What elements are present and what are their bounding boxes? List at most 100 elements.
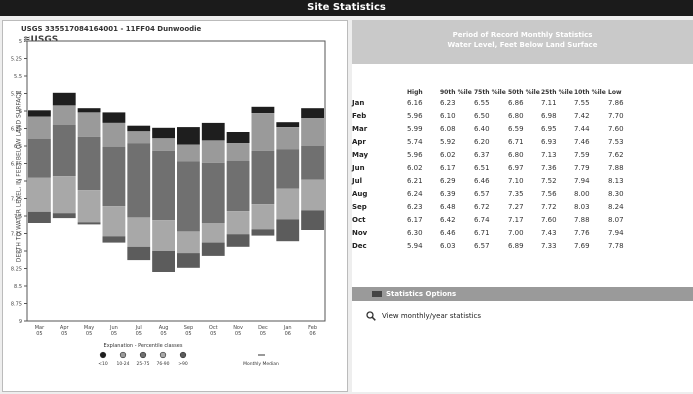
month-header [352, 72, 407, 96]
band-below-10 [177, 253, 200, 268]
month-cell: Nov [352, 228, 368, 237]
value-cell: 6.93 [541, 137, 557, 146]
value-cell: 6.02 [407, 163, 423, 172]
value-cell: 6.46 [440, 228, 456, 237]
value-cell: 6.16 [407, 98, 423, 107]
y-tick-label: 7.25 [11, 197, 22, 203]
value-cell: 6.40 [474, 124, 490, 133]
hydrograph-panel: USGS 335517084164001 - 11FF04 Dunwoodie … [2, 20, 348, 392]
value-cell: 6.95 [541, 124, 557, 133]
value-cell: 6.97 [508, 163, 524, 172]
value-cell: 7.11 [541, 98, 557, 107]
value-cell: 6.57 [474, 241, 490, 250]
band-below-10 [127, 246, 151, 261]
plot-area [26, 40, 326, 322]
percentile-chart: 5 5.25 5.5 5.75 6 6.25 6.5 6.75 7 7.25 7.5 7.75 8 8.2… [11, 39, 326, 367]
table-row: Dec 5.94 6.03 6.57 6.89 7.33 7.69 7.78 [352, 239, 653, 252]
band-above-90 [28, 110, 51, 117]
x-tick-year: 05 [260, 331, 266, 337]
statistics-panel: Period of Record Monthly Statistics Wate… [352, 20, 693, 392]
value-cell: 6.59 [508, 124, 524, 133]
value-cell: 7.78 [608, 241, 624, 250]
collapse-icon [372, 291, 382, 297]
y-tick-label: 6.5 [14, 144, 22, 150]
x-tick-label: Nov [233, 325, 243, 331]
table-row: Nov 6.30 6.46 6.71 7.00 7.43 7.76 7.94 [352, 226, 653, 239]
value-cell: 6.86 [508, 98, 524, 107]
value-cell: 6.24 [407, 189, 423, 198]
value-cell: 7.10 [508, 176, 524, 185]
value-cell: 6.29 [440, 176, 456, 185]
column-header: 75th %ile [474, 89, 506, 96]
month-cell: Feb [352, 111, 367, 120]
value-cell: 6.80 [508, 150, 524, 159]
column-header: 50th %ile [508, 89, 540, 96]
band-10-24 [251, 204, 275, 230]
legend-class-label: 76-90 [156, 361, 169, 367]
table-header-row: High 90th %ile 75th %ile 50th %ile 25th … [352, 72, 653, 96]
band-25-75 [251, 150, 275, 205]
magnifier-icon [366, 311, 376, 321]
band-10-24 [77, 190, 101, 223]
statistics-options-header[interactable]: Statistics Options [352, 287, 693, 301]
band-25-75 [226, 160, 250, 212]
month-cell: Sep [352, 202, 367, 211]
statistics-options-title: Statistics Options [386, 290, 457, 298]
value-cell: 7.69 [574, 241, 590, 250]
band-10-24 [177, 231, 200, 254]
value-cell: 5.74 [407, 137, 423, 146]
band-above-90 [102, 112, 126, 123]
month-cell: Dec [352, 241, 367, 250]
value-cell: 6.80 [508, 111, 524, 120]
legend-marker [119, 351, 127, 359]
y-tick-label: 5 [19, 39, 22, 45]
x-tick-label: Jun [109, 325, 118, 331]
value-cell: 7.44 [574, 124, 590, 133]
table-row: Jan 6.16 6.23 6.55 6.86 7.11 7.55 7.86 [352, 96, 653, 109]
legend-class-label: >90 [178, 361, 188, 367]
value-cell: 6.20 [474, 137, 490, 146]
x-tick-year: 05 [61, 331, 67, 337]
y-tick-label: 6.25 [11, 127, 22, 133]
value-cell: 7.59 [574, 150, 590, 159]
value-cell: 6.46 [474, 176, 490, 185]
value-cell: 5.96 [407, 150, 423, 159]
legend-title: Explanation - Percentile classes [104, 343, 183, 349]
table-row: May 5.96 6.02 6.37 6.80 7.13 7.59 7.62 [352, 148, 653, 161]
month-cell: Oct [352, 215, 366, 224]
table-heading: Period of Record Monthly Statistics Wate… [352, 20, 693, 64]
value-cell: 6.03 [440, 241, 456, 250]
legend-marker [159, 351, 167, 359]
value-cell: 6.48 [440, 202, 456, 211]
band-76-90 [127, 131, 151, 144]
value-cell: 7.94 [574, 176, 590, 185]
value-cell: 8.13 [608, 176, 624, 185]
table-row: Aug 6.24 6.39 6.57 7.35 7.56 8.00 8.30 [352, 187, 653, 200]
value-cell: 6.51 [474, 163, 490, 172]
band-below-10 [201, 242, 225, 256]
x-tick-label: May [84, 325, 94, 331]
band-above-90 [226, 132, 250, 144]
band-10-24 [301, 179, 324, 211]
value-cell: 5.94 [407, 241, 423, 250]
legend-marker [139, 351, 147, 359]
legend-class-label: 10-24 [116, 361, 129, 367]
x-tick-year: 05 [185, 331, 191, 337]
view-monthly-year-statistics-link[interactable]: View monthly/year statistics [366, 310, 481, 322]
column-header: High [407, 89, 423, 96]
band-above-90 [77, 108, 101, 113]
value-cell: 7.72 [541, 202, 557, 211]
y-tick-label: 9 [19, 319, 22, 325]
band-10-24 [28, 177, 51, 212]
y-tick-label: 6 [19, 109, 22, 115]
month-cell: Jul [352, 176, 362, 185]
value-cell: 6.21 [407, 176, 423, 185]
value-cell: 5.92 [440, 137, 456, 146]
value-cell: 5.99 [407, 124, 423, 133]
table-row: Jul 6.21 6.29 6.46 7.10 7.52 7.94 8.13 [352, 174, 653, 187]
table-row: Mar 5.99 6.08 6.40 6.59 6.95 7.44 7.60 [352, 122, 653, 135]
value-cell: 7.27 [508, 202, 524, 211]
value-cell: 6.08 [440, 124, 456, 133]
y-tick-label: 7 [19, 179, 22, 185]
legend-class-label: 25-75 [136, 361, 149, 367]
